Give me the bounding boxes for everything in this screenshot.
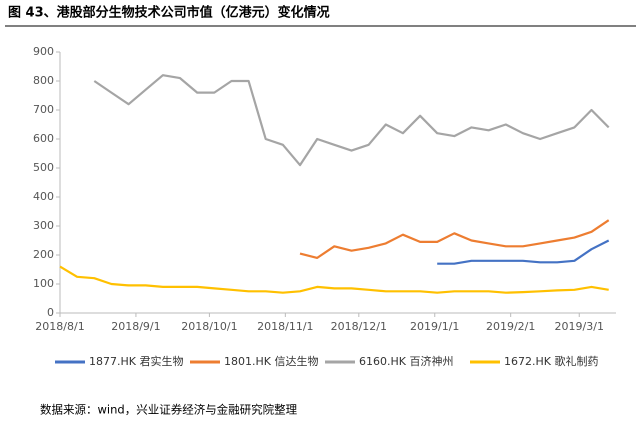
series-line xyxy=(93,74,610,167)
series-line xyxy=(59,265,609,294)
chart-title: 图 43、港股部分生物技术公司市值（亿港元）变化情况 xyxy=(8,5,330,21)
series-line xyxy=(299,219,610,259)
x-tick-label: 2018/8/1 xyxy=(35,320,84,333)
x-tick-label: 2018/9/1 xyxy=(111,320,160,333)
x-tick-label: 2018/10/1 xyxy=(181,320,237,333)
x-tick-label: 2018/11/1 xyxy=(257,320,313,333)
legend-label: 6160.HK 百济神州 xyxy=(359,354,453,368)
y-tick-label: 100 xyxy=(33,277,54,290)
x-tick-label: 2019/3/1 xyxy=(555,320,604,333)
source: 数据来源：wind，兴业证券经济与金融研究院整理 xyxy=(40,403,298,417)
y-tick-label: 600 xyxy=(33,132,54,145)
y-tick-label: 500 xyxy=(33,161,54,174)
y-tick-label: 0 xyxy=(47,306,54,319)
y-tick-label: 800 xyxy=(33,74,54,87)
legend-label: 1672.HK 歌礼制药 xyxy=(504,354,598,368)
x-tick-label: 2019/2/1 xyxy=(486,320,535,333)
y-tick-label: 700 xyxy=(33,103,54,116)
legend-label: 1801.HK 信达生物 xyxy=(224,354,318,368)
y-tick-label: 900 xyxy=(33,45,54,58)
legend-label: 1877.HK 君实生物 xyxy=(89,354,183,368)
x-tick-label: 2019/1/1 xyxy=(410,320,459,333)
series-line xyxy=(437,239,610,265)
y-tick-label: 400 xyxy=(33,190,54,203)
y-tick-label: 200 xyxy=(33,248,54,261)
x-tick-label: 2018/12/1 xyxy=(331,320,387,333)
y-tick-label: 300 xyxy=(33,219,54,232)
